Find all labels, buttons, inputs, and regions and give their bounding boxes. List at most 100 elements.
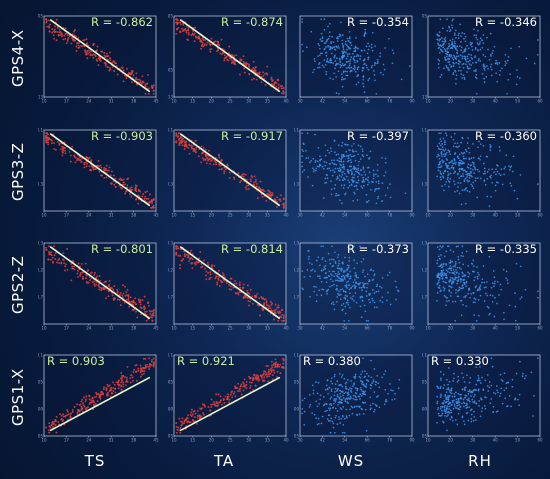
data-point [332, 62, 334, 64]
data-point [232, 54, 235, 57]
data-point [355, 37, 357, 39]
scatter-points [436, 18, 539, 95]
data-point [127, 293, 130, 296]
data-point [466, 65, 469, 68]
data-point [489, 312, 491, 315]
data-point [56, 31, 59, 34]
data-point [341, 34, 344, 36]
data-point [342, 48, 345, 51]
data-point [486, 177, 489, 180]
data-point [460, 152, 463, 154]
data-point [444, 153, 447, 155]
data-point [341, 385, 344, 388]
data-point [383, 373, 385, 376]
data-point [447, 67, 450, 70]
data-point [467, 137, 469, 139]
data-point [363, 91, 366, 93]
data-point [453, 372, 455, 375]
x-tick-label: 66 [365, 99, 371, 104]
data-point [453, 153, 456, 155]
data-point [381, 296, 384, 299]
data-point [378, 406, 381, 409]
x-tick-label: 90 [409, 213, 415, 218]
data-point [60, 148, 62, 151]
data-point [99, 59, 102, 62]
data-point [179, 264, 182, 266]
data-point [474, 48, 477, 50]
data-point [191, 32, 194, 35]
data-point [203, 267, 206, 270]
data-point [511, 378, 514, 381]
data-point [340, 154, 343, 156]
data-point [320, 280, 323, 283]
data-point [476, 38, 479, 41]
data-point [305, 46, 308, 49]
data-point [334, 400, 337, 403]
data-point [444, 183, 446, 186]
data-point [460, 254, 463, 257]
data-point [135, 310, 137, 313]
data-point [486, 171, 489, 173]
data-point [456, 407, 458, 409]
data-point [340, 376, 343, 378]
data-point [367, 42, 369, 45]
data-point [200, 262, 203, 265]
y-tick-label: 0.05 [422, 14, 427, 19]
data-point [108, 66, 111, 69]
data-point [455, 245, 458, 248]
data-point [189, 144, 192, 147]
data-point [475, 319, 478, 322]
data-point [454, 261, 457, 263]
data-point [337, 264, 340, 267]
data-point [322, 288, 325, 291]
scatter-points [301, 357, 401, 434]
data-point [359, 58, 361, 60]
data-point [85, 281, 88, 283]
data-point [447, 402, 450, 405]
data-point [311, 412, 313, 414]
data-point [53, 142, 56, 145]
data-point [84, 277, 87, 280]
data-point [371, 382, 373, 384]
data-point [536, 53, 539, 56]
data-point [372, 380, 375, 383]
data-point [124, 294, 127, 297]
data-point [441, 185, 443, 187]
data-point [519, 265, 522, 268]
data-point [109, 174, 112, 177]
data-point [181, 144, 184, 147]
data-point [66, 34, 69, 36]
data-point [338, 174, 341, 177]
data-point [322, 245, 324, 248]
data-point [337, 404, 339, 406]
data-point [466, 374, 468, 377]
data-point [391, 49, 394, 52]
data-point [330, 396, 333, 398]
data-point [478, 400, 481, 402]
data-point [463, 76, 466, 79]
data-point [150, 198, 153, 201]
data-point [352, 181, 354, 184]
data-point [471, 57, 474, 60]
data-point [462, 255, 464, 258]
data-point [362, 357, 364, 360]
data-point [138, 78, 141, 81]
data-point [476, 196, 479, 199]
data-point [219, 395, 222, 398]
data-point [112, 288, 115, 291]
data-point [447, 386, 450, 389]
regression-line [179, 19, 281, 93]
x-tick-label: 50 [515, 213, 521, 218]
data-point [449, 279, 451, 282]
data-point [459, 287, 462, 290]
data-point [82, 276, 84, 278]
data-point [68, 34, 71, 37]
data-point [445, 52, 447, 55]
data-point [256, 292, 259, 295]
data-point [447, 173, 450, 175]
data-point [451, 272, 454, 274]
data-point [371, 49, 374, 52]
data-point [76, 42, 78, 45]
data-point [516, 69, 518, 71]
